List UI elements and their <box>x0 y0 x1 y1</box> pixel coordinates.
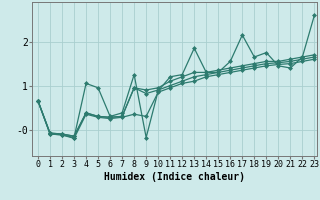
X-axis label: Humidex (Indice chaleur): Humidex (Indice chaleur) <box>104 172 245 182</box>
